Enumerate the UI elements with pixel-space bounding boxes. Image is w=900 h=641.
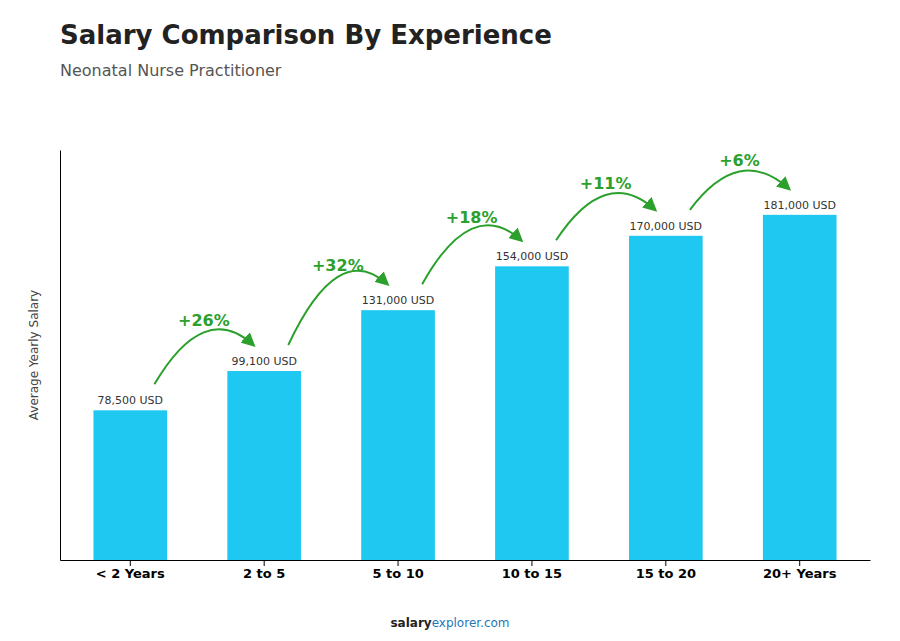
x-tick-label: 10 to 15 bbox=[502, 566, 562, 581]
x-tick-label: 15 to 20 bbox=[636, 566, 696, 581]
bar bbox=[93, 410, 167, 560]
data-labels: 78,500 USD 99,100 USD 131,000 USD 154,000 U… bbox=[98, 199, 836, 407]
bar bbox=[361, 310, 435, 560]
subtitle: Neonatal Nurse Practitioner bbox=[60, 61, 282, 80]
chart-svg: Salary Comparison By Experience Neonatal … bbox=[0, 0, 900, 641]
footer: salaryexplorer.com bbox=[390, 616, 509, 630]
title: Salary Comparison By Experience bbox=[60, 20, 552, 50]
x-tick-mark bbox=[665, 560, 666, 566]
x-tick-mark bbox=[130, 560, 131, 566]
change-annotations: +26% +32% +18% +11% +6% bbox=[154, 151, 789, 385]
x-axis-line bbox=[61, 560, 871, 561]
y-axis-line bbox=[60, 151, 61, 561]
change-label: +6% bbox=[719, 151, 760, 170]
x-tick-mark bbox=[799, 560, 800, 566]
x-tick-label: 5 to 10 bbox=[372, 566, 423, 581]
data-label: 181,000 USD bbox=[763, 199, 836, 212]
data-label: 170,000 USD bbox=[630, 220, 703, 233]
change-arrow bbox=[154, 329, 253, 384]
x-tick-mark bbox=[531, 560, 532, 566]
chart-container: Salary Comparison By Experience Neonatal … bbox=[0, 0, 900, 641]
bar bbox=[629, 236, 703, 560]
y-axis bbox=[60, 151, 61, 561]
change-label: +11% bbox=[580, 174, 632, 193]
change-arrow bbox=[288, 271, 387, 345]
change-arrow bbox=[690, 171, 789, 210]
data-label: 154,000 USD bbox=[496, 250, 569, 263]
y-axis-title: Average Yearly Salary bbox=[27, 290, 41, 420]
x-tick-label: < 2 Years bbox=[96, 566, 165, 581]
x-tick: 5 to 10 bbox=[372, 560, 423, 581]
x-tick-mark bbox=[398, 560, 399, 566]
change-label: +32% bbox=[312, 256, 364, 275]
x-tick-label: 2 to 5 bbox=[243, 566, 285, 581]
x-tick: 2 to 5 bbox=[243, 560, 285, 581]
bars bbox=[93, 215, 836, 560]
bar bbox=[495, 266, 569, 560]
x-tick: 20+ Years bbox=[763, 560, 837, 581]
footer-text: explorer.com bbox=[432, 616, 510, 630]
x-tick: 15 to 20 bbox=[636, 560, 696, 581]
plot-area: < 2 Years 2 to 5 5 to 10 10 to 15 15 to 20 20… bbox=[61, 151, 871, 582]
change-label: +26% bbox=[178, 311, 230, 330]
change-arrow bbox=[556, 193, 655, 240]
bar bbox=[227, 371, 301, 560]
data-label: 78,500 USD bbox=[98, 394, 164, 407]
x-axis: < 2 Years 2 to 5 5 to 10 10 to 15 15 to 20 20… bbox=[61, 560, 871, 581]
x-tick: 10 to 15 bbox=[502, 560, 562, 581]
footer-text: salary bbox=[390, 616, 431, 630]
x-tick-mark bbox=[264, 560, 265, 566]
bar bbox=[763, 215, 837, 560]
change-arrow bbox=[422, 225, 521, 284]
data-label: 99,100 USD bbox=[231, 355, 297, 368]
x-tick-label: 20+ Years bbox=[763, 566, 837, 581]
change-label: +18% bbox=[446, 208, 498, 227]
x-tick: < 2 Years bbox=[96, 560, 165, 581]
data-label: 131,000 USD bbox=[362, 294, 435, 307]
